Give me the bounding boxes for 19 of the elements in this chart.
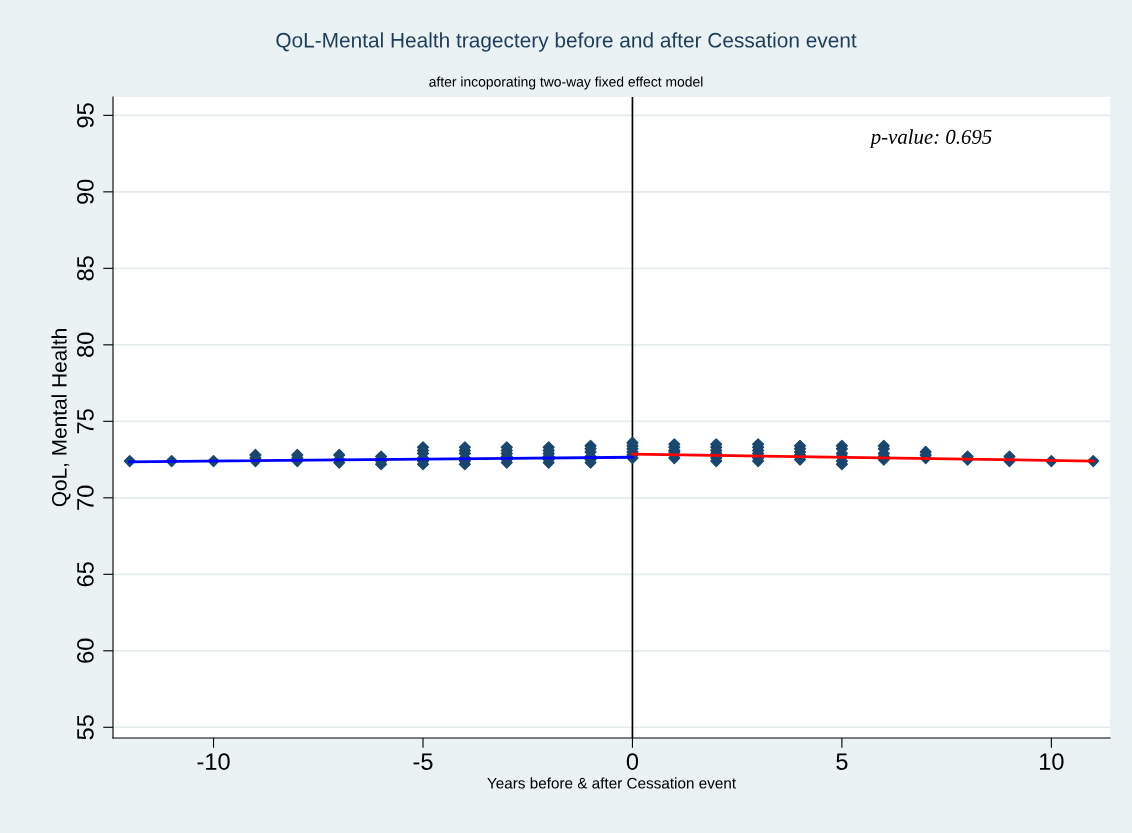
chart-title: QoL-Mental Health tragectery before and after Cessation event [276,32,857,52]
x-tick-label: 5 [836,753,848,770]
chart-subtitle: after incoporating two-way fixed effect model [429,76,703,90]
x-tick-label: -5 [413,753,433,770]
y-tick-label: 80 [77,332,94,357]
y-tick-label: 75 [77,409,94,434]
x-tick-label: 0 [626,753,639,770]
y-tick-label: 85 [77,256,94,281]
y-axis-title: QoL, Mental Health [51,329,71,507]
y-tick-label: 55 [77,715,94,740]
x-tick-label: 10 [1040,753,1064,770]
y-tick-label: 70 [77,485,94,510]
y-tick-label: 65 [77,562,94,587]
annotation: p-value: 0.695 [869,129,992,149]
x-axis-title: Years before & after Cessation event [487,777,736,789]
x-tick-label: -10 [197,753,230,770]
y-tick-label: 60 [77,638,94,663]
y-tick-label: 90 [77,179,94,204]
y-tick-label: 95 [77,103,94,128]
